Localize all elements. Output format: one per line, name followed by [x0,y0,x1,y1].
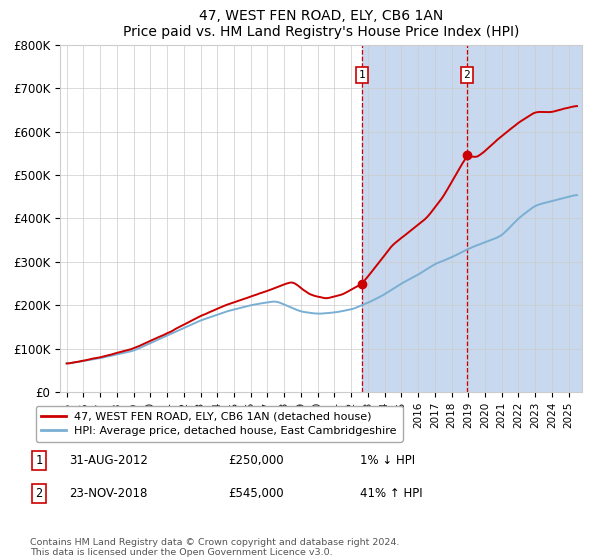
Text: 31-AUG-2012: 31-AUG-2012 [69,454,148,467]
Text: £545,000: £545,000 [228,487,284,501]
Bar [362,45,467,392]
Text: 41% ↑ HPI: 41% ↑ HPI [360,487,422,501]
Text: 1: 1 [35,454,43,467]
Text: 2: 2 [464,70,470,80]
Title: 47, WEST FEN ROAD, ELY, CB6 1AN
Price paid vs. HM Land Registry's House Price In: 47, WEST FEN ROAD, ELY, CB6 1AN Price pa… [123,10,519,39]
Bar [467,45,582,392]
Text: Contains HM Land Registry data © Crown copyright and database right 2024.
This d: Contains HM Land Registry data © Crown c… [30,538,400,557]
Text: £250,000: £250,000 [228,454,284,467]
Legend: 47, WEST FEN ROAD, ELY, CB6 1AN (detached house), HPI: Average price, detached h: 47, WEST FEN ROAD, ELY, CB6 1AN (detache… [35,406,403,441]
Text: 1: 1 [359,70,365,80]
Text: 23-NOV-2018: 23-NOV-2018 [69,487,148,501]
Text: 2: 2 [35,487,43,501]
Text: 1% ↓ HPI: 1% ↓ HPI [360,454,415,467]
